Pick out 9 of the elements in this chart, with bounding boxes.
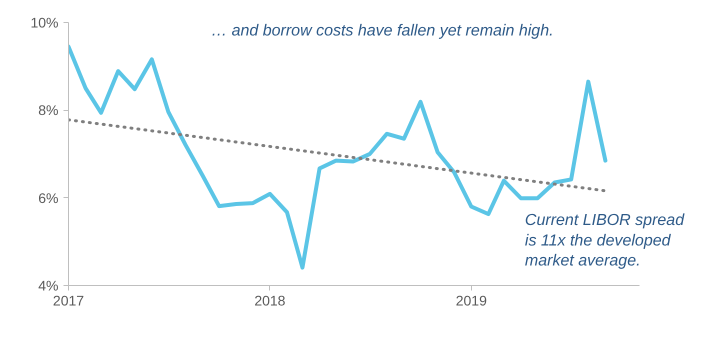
y-tick-label: 4% bbox=[38, 278, 58, 294]
annotation: … and borrow costs have fallen yet remain high. bbox=[211, 22, 554, 40]
y-tick-label: 6% bbox=[38, 190, 58, 206]
y-tick-label: 10% bbox=[30, 14, 59, 30]
x-tick-label: 2018 bbox=[254, 292, 286, 308]
x-tick-label: 2019 bbox=[456, 292, 488, 308]
annotation: Current LIBOR spread is 11x the developed market average. bbox=[524, 212, 686, 270]
x-tick-label: 2017 bbox=[52, 292, 84, 308]
y-tick-label: 8% bbox=[38, 102, 58, 118]
